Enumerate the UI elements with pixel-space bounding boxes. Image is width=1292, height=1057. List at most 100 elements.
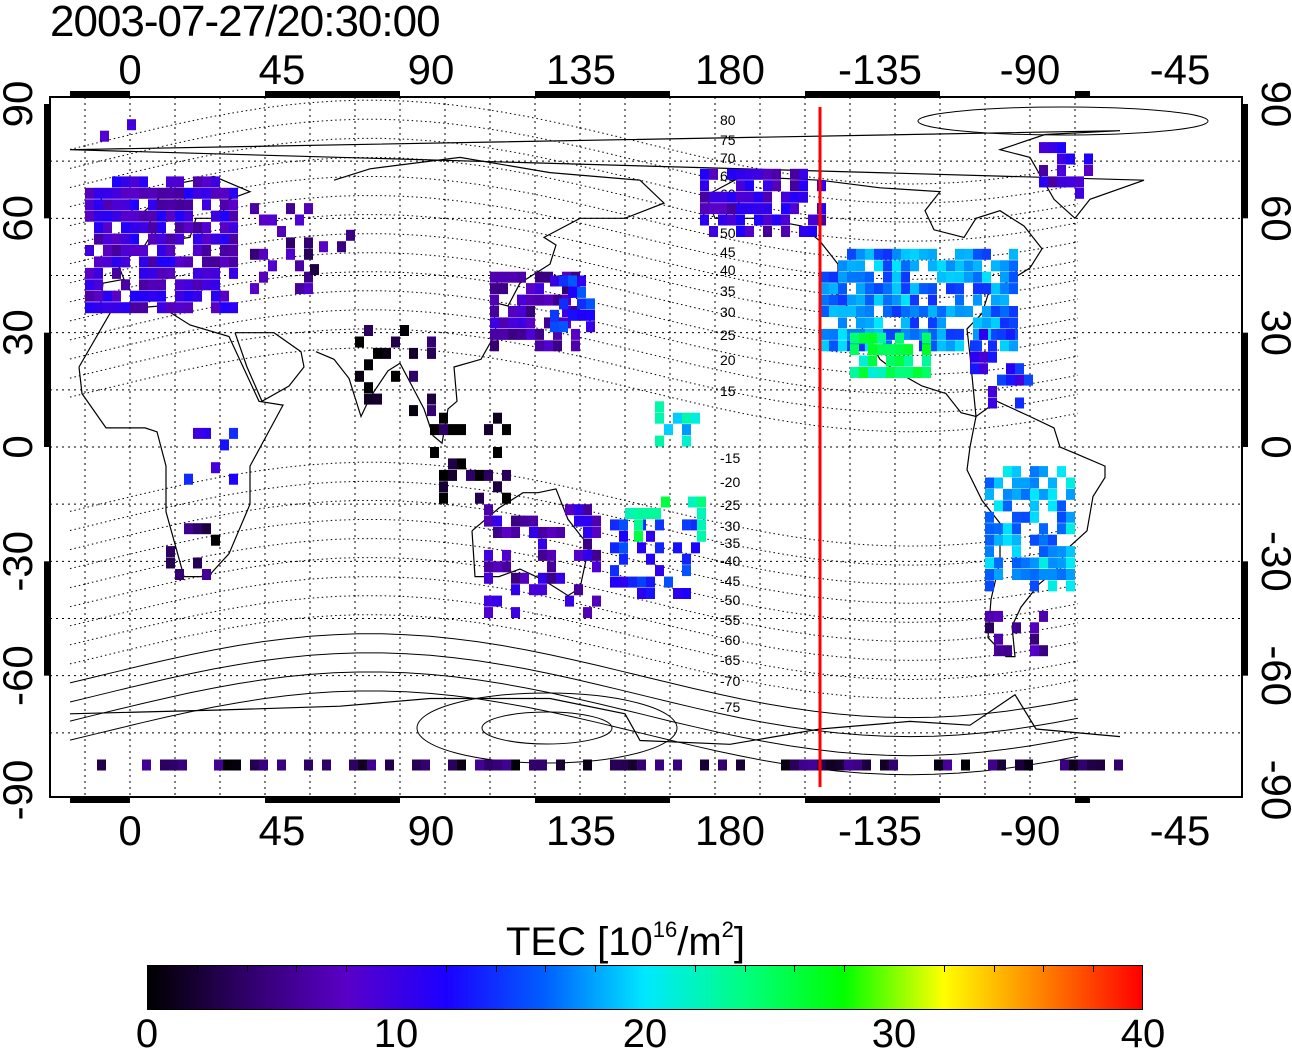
contour-value-label: -20 (720, 474, 740, 490)
tec-cell (577, 275, 586, 287)
latitude-tick-label-right: -30 (1253, 531, 1292, 592)
tec-cell (175, 256, 184, 268)
tec-cell (754, 203, 763, 215)
tec-cell (820, 340, 829, 352)
tec-cell (1015, 397, 1024, 409)
tec-cell (790, 180, 799, 192)
latitude-tick-label-left: 0 (0, 435, 41, 458)
tec-cell (988, 351, 997, 363)
tec-cell (955, 306, 964, 317)
tec-cell (544, 271, 553, 283)
tec-cell (928, 260, 937, 272)
tec-cell (112, 187, 121, 199)
tec-cell (166, 546, 175, 558)
tec-cell (148, 210, 157, 222)
tec-cell (547, 527, 556, 538)
tec-cell (583, 549, 592, 561)
tec-cell (1057, 500, 1066, 512)
tec-cell (1009, 317, 1018, 329)
tec-cell (175, 210, 184, 222)
tec-cell (493, 595, 502, 607)
tec-cell (820, 271, 829, 283)
tec-cell (652, 508, 661, 519)
longitude-tick-label-top: -135 (838, 46, 922, 93)
tec-cell (1066, 557, 1075, 569)
tec-cell (565, 595, 574, 607)
tec-cell (883, 260, 892, 272)
tec-cell (895, 332, 904, 344)
tec-cell (1066, 176, 1075, 188)
tec-cell (1030, 645, 1039, 657)
tec-cell (1024, 374, 1033, 386)
tec-cell (157, 267, 166, 279)
tec-cell (94, 302, 103, 314)
tec-cell (277, 759, 286, 771)
colorbar-minor-tick (794, 965, 796, 972)
tec-cell (166, 245, 175, 256)
tec-cell (991, 317, 1000, 329)
tec-cell (847, 306, 856, 317)
tec-cell (934, 759, 943, 771)
tec-cell (856, 248, 865, 260)
tec-cell (1039, 523, 1048, 535)
tec-cell (202, 233, 211, 245)
tec-cell (202, 279, 211, 291)
tec-cell (202, 176, 211, 188)
tec-cell (1066, 511, 1075, 523)
tec-cell (985, 557, 994, 569)
tec-cell (475, 492, 484, 504)
tec-cell (211, 256, 220, 268)
tec-cell (829, 283, 838, 295)
tec-cell (193, 427, 202, 439)
tec-cell (646, 530, 655, 542)
tec-cell (421, 759, 430, 771)
tec-cell (772, 180, 781, 192)
tec-cell (1048, 176, 1057, 188)
tec-cell (157, 279, 166, 291)
tec-cell (544, 317, 553, 329)
tec-cell (985, 511, 994, 523)
tec-cell (877, 332, 886, 344)
colorbar-minor-tick (545, 965, 547, 972)
tec-cell (169, 759, 178, 771)
tec-cell (646, 553, 655, 565)
tec-cell (865, 271, 874, 283)
tec-cell (889, 759, 898, 771)
tec-cell (193, 290, 202, 302)
tec-cell (838, 340, 847, 352)
tec-cell (382, 347, 391, 359)
tec-cell (211, 210, 220, 222)
tec-cell (619, 553, 628, 565)
tec-cell (763, 191, 772, 203)
longitude-tick-label-top: -45 (1150, 46, 1211, 93)
tec-cell (427, 393, 436, 405)
tec-cell (295, 283, 304, 295)
magnetic-contour (69, 538, 1079, 623)
tec-cell (166, 267, 175, 279)
tec-cell (559, 298, 568, 310)
tec-cell (1006, 374, 1015, 386)
tec-cell (511, 572, 520, 584)
colorbar-tick-label: 40 (1120, 1012, 1166, 1056)
tec-cell (655, 435, 664, 447)
tec-cell (709, 191, 718, 203)
tec-cell (910, 317, 919, 329)
tec-cell (184, 290, 193, 302)
colorbar-title-unit: /m (677, 920, 722, 964)
tec-cell (901, 294, 910, 306)
tec-cell (157, 233, 166, 245)
tec-cell (586, 309, 595, 321)
tec-cell (286, 248, 295, 260)
tec-cell (184, 199, 193, 211)
tec-cell (439, 412, 448, 424)
tec-cell (928, 328, 937, 340)
tec-cell (148, 222, 157, 234)
tec-cell (946, 271, 955, 283)
tec-cell (526, 306, 535, 317)
tec-cell (349, 759, 358, 771)
tec-cell (1003, 523, 1012, 535)
frame-bar (265, 798, 400, 803)
tec-cell (922, 332, 931, 344)
tec-cell (364, 359, 373, 371)
tec-cell (1057, 557, 1066, 569)
